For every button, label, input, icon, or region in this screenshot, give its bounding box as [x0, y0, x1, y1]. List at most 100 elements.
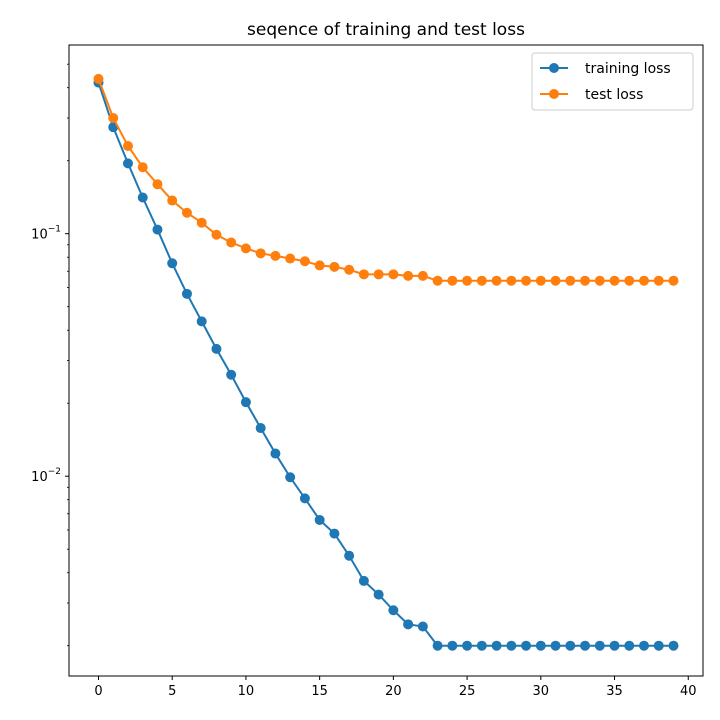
data-point [226, 237, 237, 248]
data-point [639, 640, 650, 651]
data-point [196, 316, 207, 327]
x-tick-label: 5 [168, 684, 176, 699]
data-point [152, 224, 163, 235]
data-point [181, 288, 192, 299]
data-point [550, 640, 561, 651]
data-point [594, 275, 605, 286]
data-point [447, 640, 458, 651]
data-point [624, 275, 635, 286]
y-tick-label-base: 10 [31, 470, 48, 485]
legend-label: training loss [585, 61, 671, 77]
data-point [314, 514, 325, 525]
data-point [476, 640, 487, 651]
data-point [299, 256, 310, 267]
y-tick-label: 10−1 [31, 225, 61, 243]
data-point [344, 264, 355, 275]
data-point [565, 640, 576, 651]
x-tick-label: 40 [680, 684, 697, 699]
data-point [521, 640, 532, 651]
data-point [580, 275, 591, 286]
data-point [137, 162, 148, 173]
series-line-test-loss [97, 78, 674, 282]
data-point [388, 605, 399, 616]
data-point [373, 589, 384, 600]
series-line-training-loss [97, 82, 674, 647]
legend-box [531, 52, 694, 111]
x-tick-label: 10 [238, 684, 255, 699]
data-point [152, 179, 163, 190]
plot-area [93, 73, 679, 651]
legend-label: test loss [585, 87, 643, 103]
data-point [462, 640, 473, 651]
data-point [580, 640, 591, 651]
data-point [240, 397, 251, 408]
y-tick-label-exponent: −2 [48, 467, 61, 477]
x-tick-label: 25 [459, 684, 476, 699]
data-point [565, 275, 576, 286]
data-point [476, 275, 487, 286]
data-point [653, 640, 664, 651]
data-point [491, 640, 502, 651]
data-point [388, 269, 399, 280]
legend: training loss test loss [531, 52, 694, 111]
data-point [270, 448, 281, 459]
data-point [255, 248, 266, 259]
data-point [93, 73, 104, 84]
data-point [447, 275, 458, 286]
data-point [358, 575, 369, 586]
data-point [240, 243, 251, 254]
data-point [462, 275, 473, 286]
data-point [432, 640, 443, 651]
data-point [211, 229, 222, 240]
data-point [226, 369, 237, 380]
data-point [653, 275, 664, 286]
data-point [344, 550, 355, 561]
data-point [255, 423, 266, 434]
data-point [639, 275, 650, 286]
data-point [668, 275, 679, 286]
data-point [211, 343, 222, 354]
x-tick-label: 15 [311, 684, 328, 699]
x-tick-label: 35 [606, 684, 623, 699]
y-tick-label: 10−2 [31, 467, 61, 485]
data-point [122, 140, 133, 151]
data-point [609, 275, 620, 286]
data-point [167, 195, 178, 206]
data-point [403, 270, 414, 281]
data-point [417, 621, 428, 632]
data-point [299, 493, 310, 504]
legend-marker [549, 89, 559, 99]
data-point [137, 192, 148, 203]
data-point [609, 640, 620, 651]
data-point [122, 158, 133, 169]
data-point [535, 275, 546, 286]
data-point [432, 275, 443, 286]
data-point [624, 640, 635, 651]
data-point [329, 528, 340, 539]
data-point [314, 260, 325, 271]
y-tick-label-exponent: −1 [48, 225, 61, 235]
data-point [521, 275, 532, 286]
x-tick-label: 0 [94, 684, 102, 699]
x-tick-label: 20 [385, 684, 402, 699]
data-point [285, 472, 296, 483]
data-point [403, 619, 414, 630]
legend-marker [549, 63, 559, 73]
x-tick-label: 30 [533, 684, 550, 699]
data-point [506, 640, 517, 651]
data-point [373, 269, 384, 280]
data-point [491, 275, 502, 286]
data-point [594, 640, 605, 651]
y-tick-label-base: 10 [31, 228, 48, 243]
chart-title: seqence of training and test loss [247, 20, 525, 40]
data-point [270, 250, 281, 261]
data-point [329, 261, 340, 272]
data-point [550, 275, 561, 286]
data-point [535, 640, 546, 651]
data-point [167, 258, 178, 269]
data-point [506, 275, 517, 286]
data-point [196, 217, 207, 228]
